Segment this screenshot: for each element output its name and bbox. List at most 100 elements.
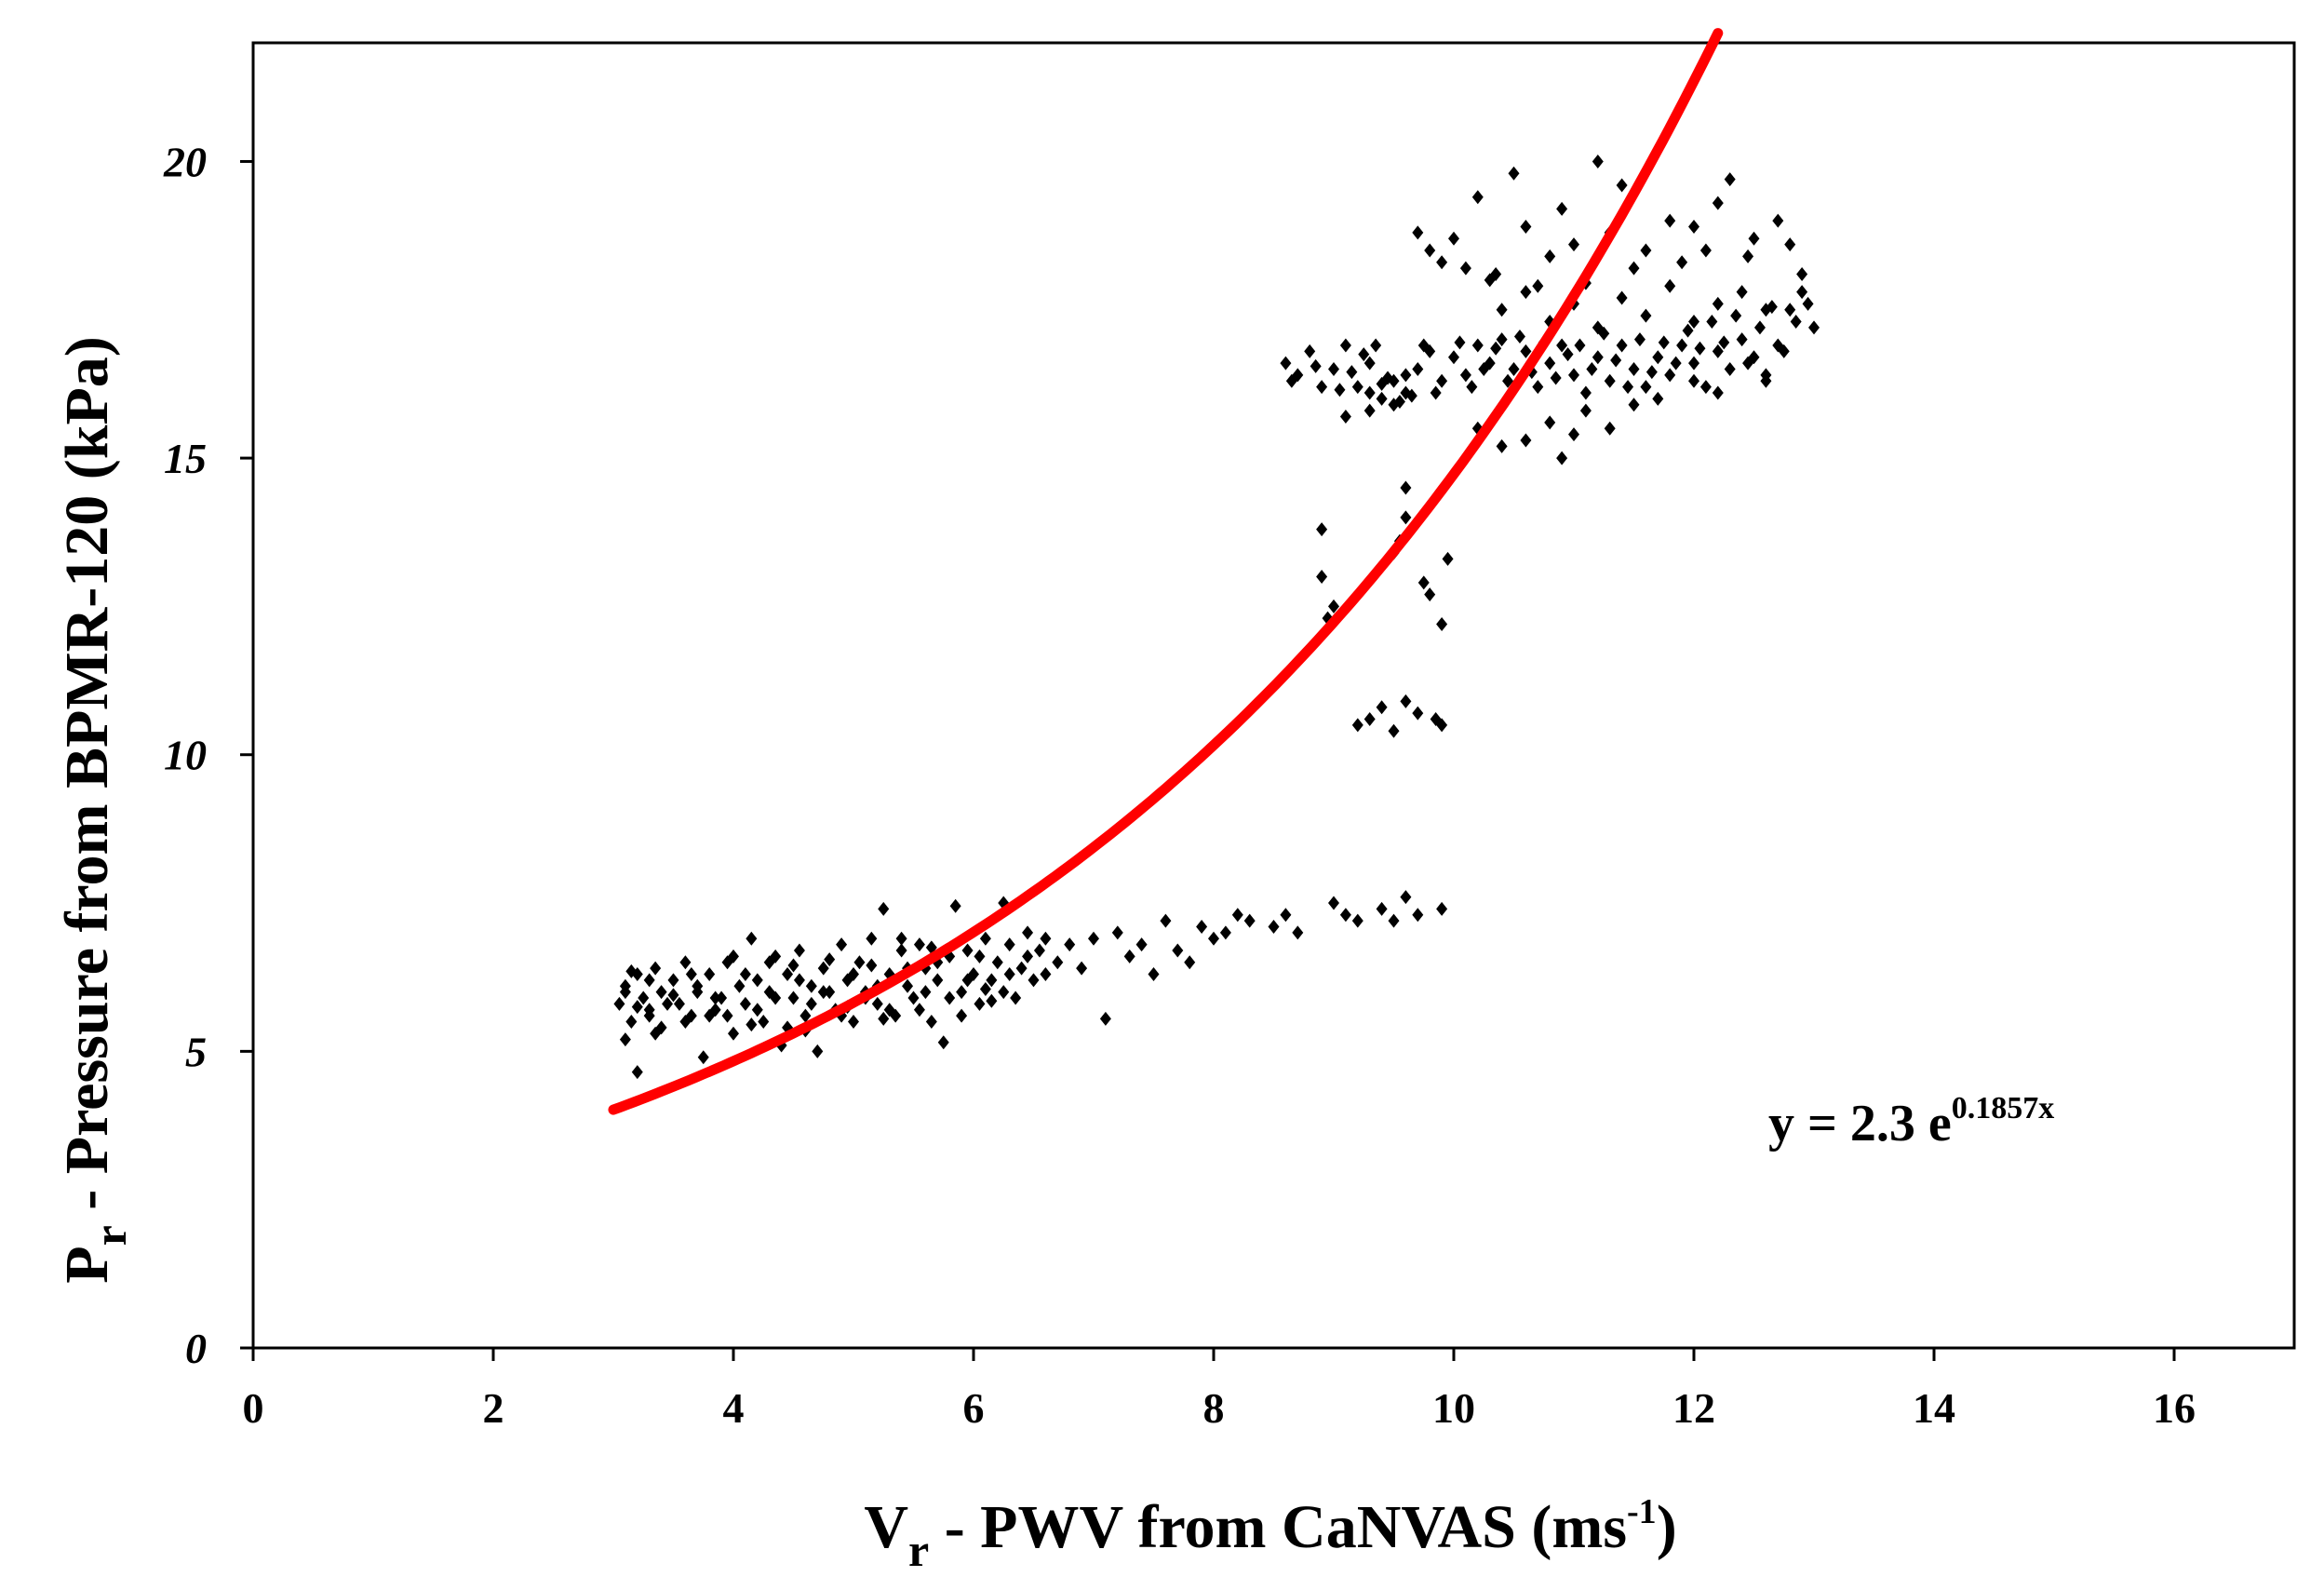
data-point <box>913 1003 925 1017</box>
data-point <box>709 990 721 1005</box>
data-point <box>1664 368 1676 383</box>
data-point <box>1436 718 1448 733</box>
data-point <box>871 996 883 1011</box>
x-tick-label: 0 <box>243 1384 264 1432</box>
data-point <box>1454 335 1466 350</box>
data-point <box>974 949 986 963</box>
x-tick-label: 14 <box>1913 1384 1955 1432</box>
data-point <box>1592 350 1604 365</box>
data-point <box>619 985 631 1000</box>
data-point <box>1448 350 1459 365</box>
data-point <box>1219 925 1231 940</box>
x-tick-label: 16 <box>2153 1384 2196 1432</box>
data-point <box>1172 943 1184 958</box>
data-point <box>1412 362 1424 376</box>
data-point <box>1412 706 1424 721</box>
data-point <box>883 1003 895 1017</box>
data-point <box>1742 356 1754 371</box>
data-point <box>1400 368 1412 383</box>
data-point <box>1405 388 1417 403</box>
data-point <box>631 1000 643 1015</box>
data-point <box>1400 890 1412 905</box>
data-point <box>1808 320 1820 335</box>
data-point <box>1586 362 1598 376</box>
data-point <box>1753 320 1766 335</box>
data-point <box>704 967 716 982</box>
data-point <box>1712 344 1724 358</box>
data-point <box>1040 967 1052 982</box>
data-point <box>793 943 805 958</box>
data-point <box>1604 373 1616 388</box>
data-point <box>907 990 920 1005</box>
data-point <box>1520 285 1532 300</box>
data-point <box>1003 967 1015 982</box>
data-point <box>1772 213 1784 228</box>
data-point <box>1652 350 1664 365</box>
data-point <box>1417 575 1430 590</box>
data-point <box>1544 415 1556 430</box>
data-point <box>1243 913 1256 928</box>
data-point <box>662 996 674 1011</box>
data-point <box>1088 931 1099 946</box>
data-point <box>998 985 1010 1000</box>
data-point <box>805 978 817 993</box>
data-point <box>1022 925 1034 940</box>
data-point <box>866 958 878 973</box>
data-point <box>1688 356 1699 371</box>
data-point <box>1490 267 1502 282</box>
data-point <box>643 1003 655 1017</box>
data-point <box>895 943 907 958</box>
data-point <box>787 958 799 973</box>
data-point <box>1592 154 1604 168</box>
data-point <box>1388 913 1400 928</box>
data-point <box>655 985 667 1000</box>
data-point <box>1508 362 1520 376</box>
y-tick-label: 5 <box>185 1028 207 1075</box>
data-point <box>1033 943 1045 958</box>
data-point <box>1430 385 1442 400</box>
scatter-points <box>613 154 1820 1080</box>
data-point <box>1628 261 1640 276</box>
data-point <box>1688 315 1699 330</box>
data-point <box>1568 427 1579 442</box>
data-point <box>1513 329 1525 344</box>
data-point <box>812 1044 824 1058</box>
data-point <box>673 996 685 1011</box>
data-point <box>1448 231 1459 246</box>
data-point <box>1412 908 1424 923</box>
data-point <box>1718 335 1730 350</box>
data-point <box>937 1035 949 1050</box>
data-point <box>932 973 944 988</box>
data-point <box>1742 249 1754 263</box>
data-point <box>1160 913 1172 928</box>
data-point <box>1640 308 1652 323</box>
data-point <box>1508 166 1520 181</box>
data-point <box>1436 617 1448 632</box>
data-point <box>1400 510 1412 525</box>
data-point <box>1676 338 1688 353</box>
y-axis-title-main: P <box>53 1246 121 1283</box>
x-axis-title-end: ) <box>1657 1493 1677 1561</box>
data-point <box>1478 362 1490 376</box>
data-point <box>1490 341 1502 356</box>
data-point <box>679 1015 692 1029</box>
data-point <box>1604 421 1616 436</box>
x-tick-label: 10 <box>1432 1384 1475 1432</box>
data-point <box>728 1026 739 1041</box>
data-point <box>1682 323 1694 338</box>
x-tick-label: 2 <box>483 1384 504 1432</box>
data-point <box>728 949 739 963</box>
data-point <box>949 898 961 913</box>
data-point <box>650 961 662 976</box>
data-point <box>1316 380 1328 395</box>
data-point <box>619 1032 631 1047</box>
data-point <box>1339 409 1351 424</box>
data-point <box>770 990 782 1005</box>
data-point <box>1111 925 1123 940</box>
data-point <box>1135 937 1148 952</box>
x-tick-label: 6 <box>963 1384 985 1432</box>
data-point <box>1424 243 1436 258</box>
data-point <box>1076 961 1088 976</box>
x-tick-label: 12 <box>1672 1384 1715 1432</box>
data-point <box>679 955 692 970</box>
